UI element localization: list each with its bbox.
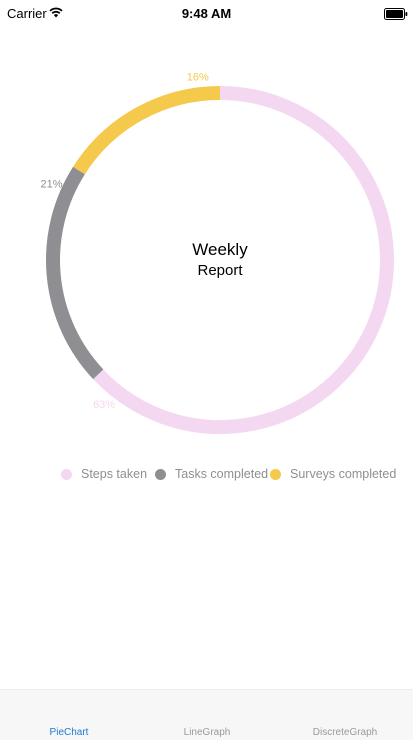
tab-bar: PieChart LineGraph DiscreteGraph [0, 689, 413, 740]
battery-icon [384, 7, 408, 25]
legend-item-surveys: Surveys completed [270, 466, 396, 482]
legend-item-steps: Steps taken [61, 466, 147, 482]
status-time: 9:48 AM [181, 6, 232, 21]
pie-chart: 63% 21% 16% [41, 71, 394, 434]
tab-linegraph[interactable]: LineGraph [183, 727, 231, 738]
pie-slice-tasks-completed [46, 166, 104, 380]
legend-label: Tasks completed [175, 467, 269, 481]
legend-item-tasks: Tasks completed [155, 466, 268, 482]
tab-discretegraph[interactable]: DiscreteGraph [312, 727, 378, 738]
wifi-icon [49, 5, 63, 23]
legend-swatch [155, 468, 166, 480]
tab-piechart[interactable]: PieChart [49, 727, 89, 738]
pie-slice-label: 21% [41, 179, 63, 191]
legend-swatch [270, 468, 281, 480]
chart-center-subtitle: Report [197, 262, 243, 279]
chart-center-title: Weekly [192, 240, 248, 259]
status-bar: Carrier 9:48 AM [0, 0, 413, 28]
pie-slice-steps-taken [93, 86, 394, 434]
pie-slice-label: 16% [187, 71, 209, 83]
legend-swatch [61, 468, 72, 480]
pie-slice-surveys-completed [73, 86, 221, 175]
carrier-label: Carrier [7, 6, 47, 21]
chart-legend: Steps taken Tasks completed Surveys comp… [0, 466, 413, 482]
pie-slice-label: 63% [93, 399, 115, 411]
legend-label: Surveys completed [290, 467, 397, 481]
legend-label: Steps taken [81, 467, 148, 481]
